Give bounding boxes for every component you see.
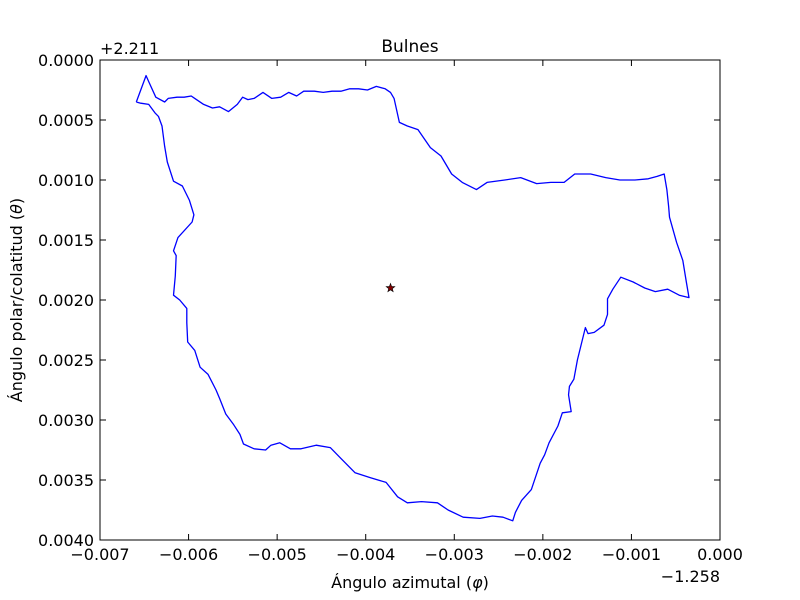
y-tick-label: 0.0010 — [38, 171, 94, 190]
axes-layer: −0.007 −0.006 −0.005 −0.004 −0.003 −0.002 −0.0… — [38, 51, 743, 564]
y-tick-label: 0.0025 — [38, 351, 94, 370]
plot-frame — [99, 59, 721, 541]
y-tick-label: 0.0020 — [38, 291, 94, 310]
y-offset-label: +2.211 — [100, 39, 159, 58]
x-tick-label: −0.002 — [513, 545, 572, 564]
y-tick-label: 0.0005 — [38, 111, 94, 130]
y-tick-label: 0.0040 — [38, 531, 94, 550]
x-tick-label: −0.001 — [602, 545, 661, 564]
x-offset-label: −1.258 — [661, 567, 720, 586]
x-axis-label: Ángulo azimutal (φ) — [331, 573, 489, 592]
x-tick-label: −0.007 — [70, 545, 129, 564]
y-tick-label: 0.0000 — [38, 51, 94, 70]
x-tick-label: 0.000 — [697, 545, 743, 564]
x-tick-label: −0.003 — [425, 545, 484, 564]
boundary-line — [135, 74, 690, 522]
y-tick-label: 0.0030 — [38, 411, 94, 430]
x-tick-label: −0.006 — [159, 545, 218, 564]
x-tick-label: −0.005 — [248, 545, 307, 564]
y-axis-label: Ángulo polar/colatitud (θ) — [7, 198, 26, 402]
plot-layer — [135, 74, 690, 522]
chart-title: Bulnes — [381, 37, 438, 57]
centroid-marker — [385, 282, 396, 293]
y-tick-label: 0.0015 — [38, 231, 94, 250]
y-tick-label: 0.0035 — [38, 471, 94, 490]
x-tick-label: −0.004 — [336, 545, 395, 564]
